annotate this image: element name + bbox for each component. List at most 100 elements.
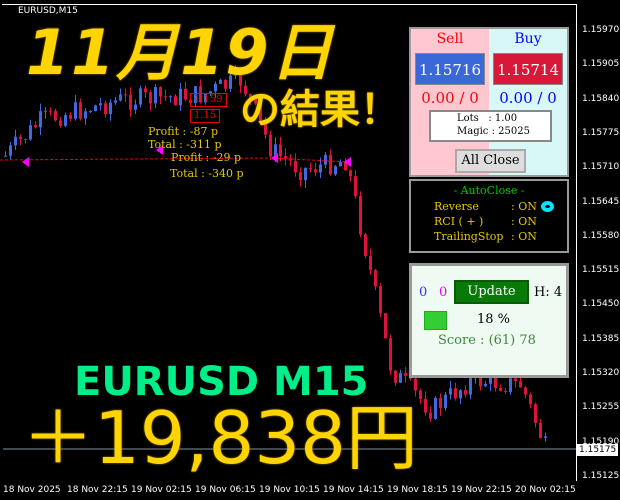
candle-body <box>539 422 542 438</box>
candle-body <box>219 79 222 84</box>
candle-body <box>399 372 402 383</box>
candle-body <box>504 390 507 392</box>
trailingstop-value: : ON <box>511 230 537 243</box>
buy-button[interactable]: 1.15714 <box>493 53 563 85</box>
price-tick: 1.15775 <box>582 127 620 138</box>
buy-label: Buy <box>514 31 542 47</box>
candle-body <box>519 381 522 388</box>
sell-pl: 0.00 / 0 <box>421 89 479 107</box>
trade-arrow-icon <box>22 157 29 167</box>
candle-body <box>289 158 292 161</box>
candle-body <box>199 86 202 103</box>
candle-body <box>164 96 167 98</box>
update-button[interactable]: Update <box>454 280 529 304</box>
count-magenta: 0 <box>439 285 448 300</box>
candle-body <box>404 372 407 376</box>
candle-body <box>229 75 232 89</box>
count-blue: 0 <box>419 285 428 300</box>
sell-button[interactable]: 1.15716 <box>415 53 485 85</box>
candle-body <box>114 100 117 103</box>
candle-body <box>419 390 422 399</box>
candle-body <box>269 134 272 157</box>
candle-body <box>424 398 427 413</box>
candle-body <box>414 378 417 391</box>
candle-body <box>319 164 322 173</box>
all-close-button[interactable]: All Close <box>455 149 526 173</box>
candle-body <box>49 110 52 112</box>
candle-body <box>89 111 92 113</box>
candle-body <box>314 169 317 173</box>
candle-body <box>134 104 137 110</box>
candle-body <box>109 102 112 115</box>
price-tick: 1.15710 <box>582 162 620 173</box>
candle-body <box>9 145 12 156</box>
candle-body <box>444 394 447 409</box>
candle-body <box>379 286 382 314</box>
candle-body <box>389 338 392 371</box>
candle-body <box>14 136 17 146</box>
candle-body <box>354 176 357 197</box>
percent-value: 18 % <box>477 312 511 327</box>
reverse-value: : ON <box>511 200 537 213</box>
current-price-label: 1.15175 <box>577 444 619 456</box>
price-tick: 1.15320 <box>582 368 620 378</box>
candle-body <box>139 88 142 105</box>
candle-body <box>464 390 467 395</box>
price-tick: 1.15385 <box>582 333 620 344</box>
time-tick: 20 Nov 02:15 <box>515 485 576 495</box>
candle-body <box>4 155 7 157</box>
candle-body <box>324 154 327 165</box>
candle-body <box>224 79 227 89</box>
time-tick: 19 Nov 06:15 <box>195 485 256 495</box>
candle-body <box>149 92 152 104</box>
candle-body <box>479 372 482 387</box>
autoclose-labels: Reverse RCI ( + ) TrailingStop <box>434 199 503 244</box>
candle-body <box>274 144 277 157</box>
candle-body <box>299 172 302 181</box>
time-tick: 19 Nov 02:15 <box>131 485 192 495</box>
reverse-label: Reverse <box>434 200 479 213</box>
candle-body <box>119 94 122 101</box>
candle-body <box>374 270 377 287</box>
candle-body <box>44 110 47 112</box>
candle-body <box>69 115 72 119</box>
candle-body <box>449 388 452 395</box>
time-tick: 19 Nov 14:15 <box>323 485 384 495</box>
candle-body <box>104 103 107 115</box>
candle-body <box>184 88 187 100</box>
candle-body <box>454 388 457 399</box>
trade-arrow-icon <box>344 157 351 167</box>
candle-body <box>194 86 197 103</box>
candle-body <box>234 71 237 76</box>
candle-body <box>79 102 82 119</box>
candle-body <box>249 94 252 98</box>
candle-body <box>459 390 462 399</box>
trade-total-label: Total : -311 p <box>148 138 222 151</box>
candle-body <box>54 110 57 121</box>
candle-body <box>239 71 242 86</box>
time-tick: 19 Nov 10:15 <box>259 485 320 495</box>
price-tick: 1.15840 <box>582 93 620 104</box>
candle-body <box>84 111 87 119</box>
candle-body <box>529 394 532 405</box>
trade-arrow-icon <box>156 145 163 155</box>
lots-box[interactable]: Lots : 1.00 Magic : 25025 <box>429 110 552 142</box>
amount-overlay: ＋19,838円 <box>22 396 418 480</box>
candle-body <box>364 234 367 256</box>
candle-body <box>129 94 132 110</box>
candle-body <box>509 378 512 392</box>
price-tag: 1.159 <box>190 93 227 107</box>
candle-body <box>304 167 307 181</box>
pair-overlay: EURUSD M15 <box>74 359 369 405</box>
candle-body <box>359 196 362 235</box>
candle-body <box>74 102 77 119</box>
price-tick: 1.15125 <box>582 470 620 481</box>
trailingstop-label: TrailingStop <box>434 230 504 243</box>
candle-body <box>94 105 97 112</box>
candle-body <box>384 313 387 339</box>
candle-body <box>254 97 257 104</box>
candle-body <box>369 255 372 271</box>
candle-body <box>499 387 502 391</box>
status-indicator-icon[interactable] <box>541 201 554 212</box>
